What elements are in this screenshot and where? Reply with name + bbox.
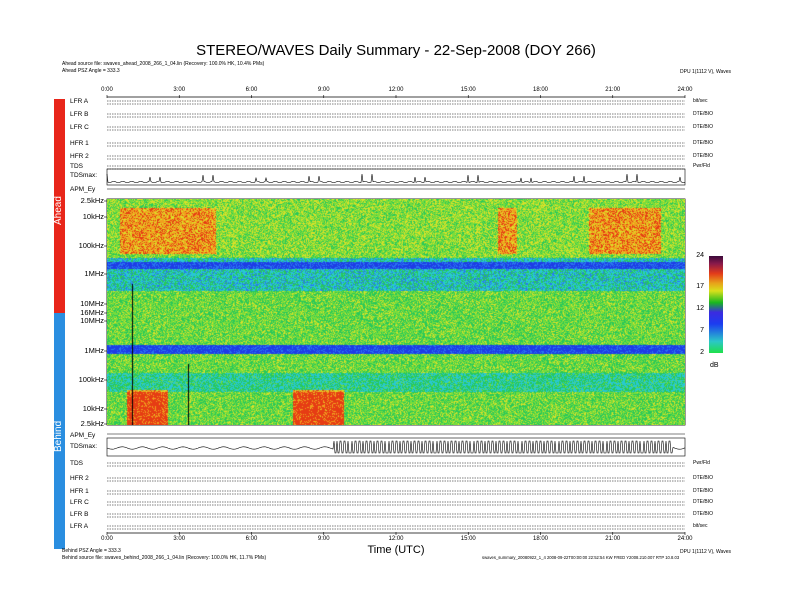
x-axis-label: Time (UTC) bbox=[367, 544, 425, 556]
behind_panels-panel-name: LFR B bbox=[70, 511, 89, 518]
tdsmax-behind-frame bbox=[106, 437, 686, 457]
frequency-tick: 2.5kHz bbox=[80, 419, 104, 428]
tdsmax-behind-trace bbox=[106, 440, 686, 454]
time-tick-bottom: 15:00 bbox=[460, 536, 476, 542]
frequency-tick: 2.5kHz bbox=[80, 196, 104, 205]
time-tick-top: 6:00 bbox=[245, 87, 258, 93]
time-tick-bottom: 21:00 bbox=[605, 536, 621, 542]
frequency-tick: 10kHz bbox=[82, 404, 104, 413]
ahead_panels-panel-name: LFR C bbox=[70, 124, 89, 131]
ahead_panels-panel-name: HFR 1 bbox=[70, 140, 89, 147]
apm-ey-behind-label: APM_Ey bbox=[70, 432, 96, 439]
ahead_panels-panel-unit: DTE/BIO bbox=[693, 124, 714, 130]
time-tick-top: 12:00 bbox=[388, 87, 404, 93]
tdsmax-ahead-trace bbox=[106, 173, 686, 183]
behind_panels-panel-name: LFR C bbox=[70, 499, 89, 506]
time-tick-bottom: 6:00 bbox=[245, 536, 258, 542]
ahead-source-file: Ahead source file: swaves_ahead_2008_266… bbox=[62, 61, 265, 67]
tdsmax-ahead-label: TDSmax: bbox=[70, 172, 98, 179]
time-tick-bottom: 3:00 bbox=[173, 536, 186, 542]
behind_panels-panel-name: LFR A bbox=[70, 523, 89, 530]
colorbar bbox=[709, 256, 723, 353]
ahead_panels-panel-name: TDS bbox=[70, 163, 83, 170]
frequency-tick: 16MHz bbox=[80, 308, 104, 317]
ahead_panels-panel-unit: bit/sec bbox=[693, 98, 708, 104]
page-title: STEREO/WAVES Daily Summary - 22-Sep-2008… bbox=[196, 42, 596, 59]
behind_panels-panel-unit: DTE/BIO bbox=[693, 511, 714, 517]
behind-psz-angle: Behind PSZ Angle = 333.3 bbox=[62, 548, 121, 554]
behind_panels-panel-unit: DTE/BIO bbox=[693, 475, 714, 481]
behind_panels-panel-name: TDS bbox=[70, 460, 83, 467]
ahead_panels-panel-unit: DTE/BIO bbox=[693, 111, 714, 117]
ahead_panels-panel-name: HFR 2 bbox=[70, 153, 89, 160]
time-tick-top: 24:00 bbox=[677, 87, 693, 93]
time-tick-bottom: 18:00 bbox=[532, 536, 548, 542]
ahead_panels-panel-name: LFR B bbox=[70, 111, 89, 118]
behind_panels-panel-unit: bit/sec bbox=[693, 523, 708, 529]
behind_panels-panel-name: HFR 2 bbox=[70, 475, 89, 482]
dpu-info-bottom: DPU 1(1112 V), Waves bbox=[680, 549, 732, 555]
behind_panels-panel-unit: Pwr/Fld bbox=[693, 460, 710, 466]
time-tick-bottom: 0:00 bbox=[101, 536, 113, 542]
apm-ey-ahead-label: APM_Ey bbox=[70, 186, 96, 193]
frequency-tick: 10kHz bbox=[82, 212, 104, 221]
behind_panels-panel-unit: DTE/BIO bbox=[693, 488, 714, 494]
frequency-tick: 10MHz bbox=[80, 299, 104, 308]
ahead_panels-panel-unit: DTE/BIO bbox=[693, 153, 714, 159]
ahead_panels-panel-name: LFR A bbox=[70, 98, 89, 105]
ahead-psz-angle: Ahead PSZ Angle = 333.3 bbox=[62, 68, 120, 74]
colorbar-unit: dB bbox=[710, 362, 719, 369]
time-tick-top: 9:00 bbox=[317, 87, 330, 93]
ahead_panels-panel-unit: DTE/BIO bbox=[693, 140, 714, 146]
tdsmax-behind-label: TDSmax: bbox=[70, 443, 98, 450]
frequency-tick: 100kHz bbox=[78, 375, 104, 384]
time-tick-bottom: 24:00 bbox=[677, 536, 693, 542]
frequency-tick: 1MHz bbox=[84, 269, 104, 278]
tdsmax-ahead-frame bbox=[106, 168, 686, 186]
behind-source-file: Behind source file: swaves_behind_2008_2… bbox=[62, 555, 267, 561]
ahead-sidebar bbox=[54, 99, 65, 313]
behind_panels-panel-unit: DTE/BIO bbox=[693, 499, 714, 505]
frequency-tick: 10MHz bbox=[80, 316, 104, 325]
time-tick-bottom: 12:00 bbox=[388, 536, 404, 542]
ahead_panels-panel-unit: Pwr/Fld bbox=[693, 163, 710, 169]
spectrogram bbox=[107, 199, 685, 425]
time-tick-top: 15:00 bbox=[460, 87, 476, 93]
summary-file-info: swaves_summary_20080922_1_4 2008-09-22T0… bbox=[482, 555, 680, 560]
behind_panels-panel-name: HFR 1 bbox=[70, 488, 89, 495]
frequency-tick: 100kHz bbox=[78, 241, 104, 250]
time-tick-top: 21:00 bbox=[605, 87, 621, 93]
time-tick-bottom: 9:00 bbox=[317, 536, 330, 542]
time-tick-top: 0:00 bbox=[101, 87, 113, 93]
frequency-tick: 1MHz bbox=[84, 346, 104, 355]
behind-sidebar bbox=[54, 313, 65, 549]
dpu-info-top: DPU 1(1112 V), Waves bbox=[680, 69, 732, 75]
time-tick-top: 18:00 bbox=[532, 87, 548, 93]
time-tick-top: 3:00 bbox=[173, 87, 186, 93]
